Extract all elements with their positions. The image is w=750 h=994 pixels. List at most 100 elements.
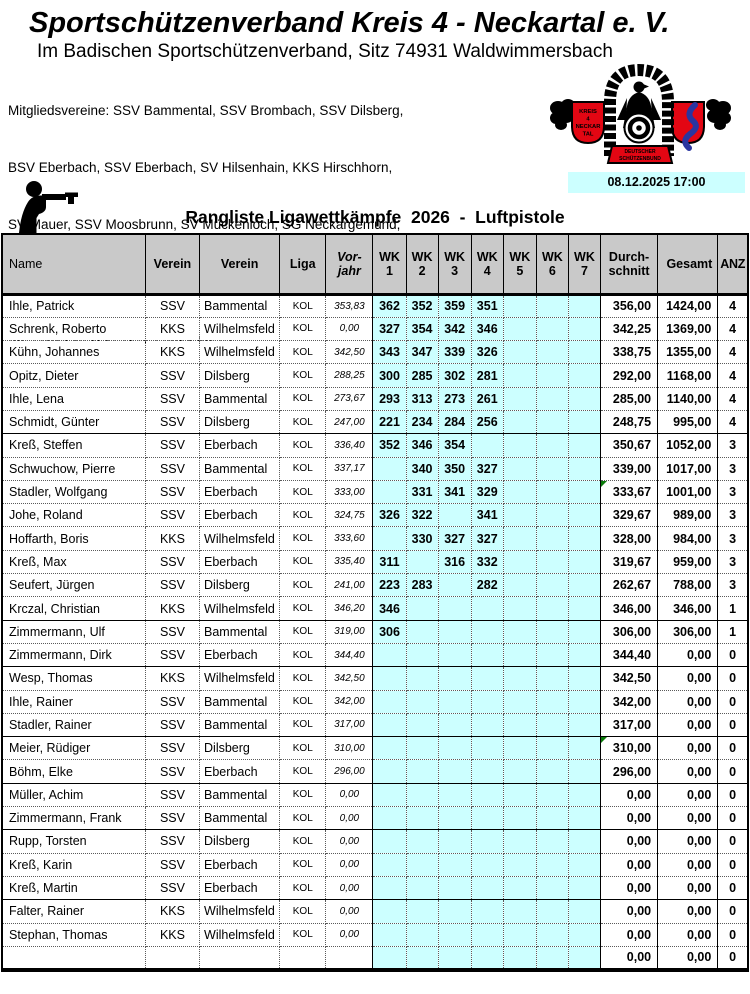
cell-name: Kreß, Steffen xyxy=(2,433,146,458)
cell-verein-ort: Eberbach xyxy=(199,480,281,505)
logo-target-center xyxy=(636,125,642,131)
cell-wk6 xyxy=(536,690,569,714)
cell-anz: 4 xyxy=(717,317,748,342)
cell-verein-ort: Wilhelmsfeld xyxy=(199,899,281,924)
table-row: Hoffarth, Boris KKS Wilhelmsfeld KOL 333… xyxy=(2,526,748,551)
cell-wk6 xyxy=(536,457,569,481)
cell-wk5 xyxy=(503,340,537,365)
cell-durchschnitt: 333,67 xyxy=(600,480,659,505)
cell-vorjahr: 333,60 xyxy=(325,526,374,551)
cell-wk4: 327 xyxy=(471,457,504,481)
cell-wk2 xyxy=(406,736,439,761)
cell-verein: SSV xyxy=(145,713,201,738)
cell-wk3 xyxy=(438,876,472,901)
cell-vorjahr: 335,40 xyxy=(325,550,374,575)
cell-verein: KKS xyxy=(145,317,201,342)
cell-gesamt: 0,00 xyxy=(657,666,719,691)
cell-wk3 xyxy=(438,899,472,924)
cell-verein: SSV xyxy=(145,503,201,528)
cell-name: Ihle, Lena xyxy=(2,387,146,411)
cell-gesamt: 989,00 xyxy=(657,503,719,528)
cell-wk5 xyxy=(503,317,537,342)
cell-wk4 xyxy=(471,643,504,668)
column-header-verein1: Verein xyxy=(145,234,201,296)
table-row: Ihle, Lena SSV Bammental KOL 273,67 293 … xyxy=(2,387,748,411)
cell-anz: 0 xyxy=(717,666,748,691)
cell-wk7 xyxy=(568,573,602,598)
cell-verein-ort: Wilhelmsfeld xyxy=(199,526,281,551)
cell-wk6 xyxy=(536,759,569,784)
cell-wk6 xyxy=(536,946,569,971)
cell-wk3: 284 xyxy=(438,410,472,435)
ranking-table: Name Verein Verein Liga Vor- jahr WK 1 WK… xyxy=(1,233,749,972)
cell-durchschnitt: 0,00 xyxy=(600,923,659,947)
cell-vorjahr: 342,50 xyxy=(325,340,374,365)
cell-wk2 xyxy=(406,783,439,808)
cell-anz: 1 xyxy=(717,620,748,644)
cell-wk1 xyxy=(372,876,407,901)
cell-wk6 xyxy=(536,899,569,924)
cell-wk3 xyxy=(438,620,472,644)
cell-anz: 1 xyxy=(717,596,748,621)
page-title: Sportschützenverband Kreis 4 - Neckartal… xyxy=(29,7,670,39)
cell-gesamt: 1052,00 xyxy=(657,433,719,458)
cell-vorjahr: 0,00 xyxy=(325,317,374,342)
cell-verein: SSV xyxy=(145,457,201,481)
cell-wk7 xyxy=(568,783,602,808)
cell-wk2: 346 xyxy=(406,433,439,458)
cell-wk1: 362 xyxy=(372,294,407,318)
logo-left-shield-text: KREIS xyxy=(579,109,597,115)
cell-anz: 0 xyxy=(717,736,748,761)
cell-anz: 3 xyxy=(717,503,748,528)
cell-wk6 xyxy=(536,853,569,877)
cell-name: Kreß, Karin xyxy=(2,853,146,877)
cell-wk4 xyxy=(471,783,504,808)
cell-wk1 xyxy=(372,853,407,877)
cell-wk1 xyxy=(372,783,407,808)
cell-wk7 xyxy=(568,387,602,411)
cell-durchschnitt: 344,40 xyxy=(600,643,659,668)
cell-wk4: 282 xyxy=(471,573,504,598)
cell-verein-ort: Wilhelmsfeld xyxy=(199,596,281,621)
cell-wk7 xyxy=(568,690,602,714)
cell-vorjahr: 241,00 xyxy=(325,573,374,598)
cell-vorjahr: 296,00 xyxy=(325,759,374,784)
member-clubs-line: BSV Eberbach, SSV Eberbach, SV Hilsenhai… xyxy=(8,160,393,175)
cell-anz: 0 xyxy=(717,690,748,714)
cell-verein-ort: Bammental xyxy=(199,690,281,714)
cell-wk7 xyxy=(568,876,602,901)
cell-wk5 xyxy=(503,876,537,901)
cell-wk3: 302 xyxy=(438,363,472,388)
timestamp-badge: 08.12.2025 17:00 xyxy=(568,172,745,193)
cell-gesamt: 0,00 xyxy=(657,690,719,714)
logo-wreath-arch xyxy=(604,63,674,156)
cell-wk3 xyxy=(438,573,472,598)
cell-verein-ort: Dilsberg xyxy=(199,573,281,598)
cell-liga: KOL xyxy=(279,666,327,691)
cell-wk5 xyxy=(503,690,537,714)
cell-vorjahr: 310,00 xyxy=(325,736,374,761)
cell-wk3 xyxy=(438,783,472,808)
cell-verein-ort: Eberbach xyxy=(199,433,281,458)
cell-anz: 0 xyxy=(717,899,748,924)
cell-wk5 xyxy=(503,596,537,621)
pistol-shooter-icon xyxy=(19,181,78,233)
cell-wk1: 327 xyxy=(372,317,407,342)
cell-wk3: 354 xyxy=(438,433,472,458)
table-header-row: Name Verein Verein Liga Vor- jahr WK 1 WK… xyxy=(2,234,748,296)
cell-name: Zimmermann, Dirk xyxy=(2,643,146,668)
cell-wk2 xyxy=(406,899,439,924)
cell-wk3: 350 xyxy=(438,457,472,481)
cell-verein-ort: Eberbach xyxy=(199,643,281,668)
column-header-verein2: Verein xyxy=(199,234,281,296)
cell-wk2 xyxy=(406,643,439,668)
cell-wk5 xyxy=(503,433,537,458)
cell-verein: SSV xyxy=(145,294,201,318)
cell-wk2 xyxy=(406,829,439,854)
cell-name: Rupp, Torsten xyxy=(2,829,146,854)
cell-wk3: 327 xyxy=(438,526,472,551)
cell-gesamt: 0,00 xyxy=(657,829,719,854)
cell-wk4 xyxy=(471,690,504,714)
logo-banner-text: DEUTSCHER xyxy=(624,149,656,155)
cell-wk3 xyxy=(438,736,472,761)
